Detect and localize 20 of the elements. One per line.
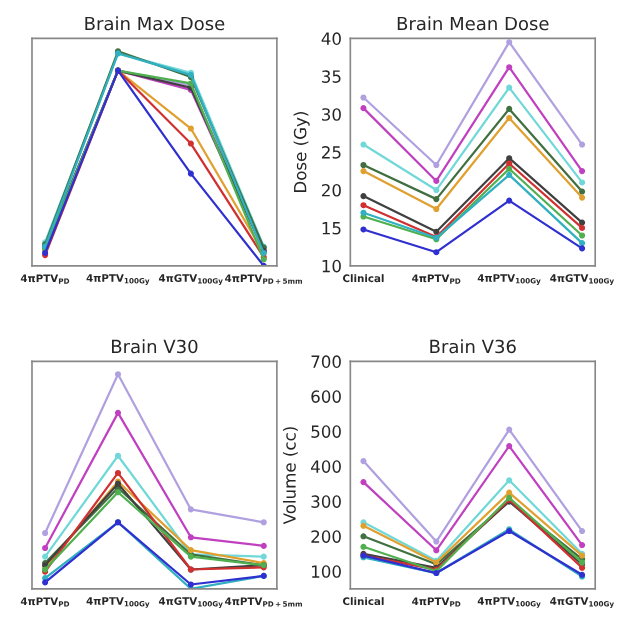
y-axis-title: Dose (Gy) (293, 112, 310, 193)
y-tick-label: 35 (322, 70, 341, 83)
chart-title: Brain V30 (112, 339, 198, 354)
y-tick-label: 20 (322, 183, 341, 197)
chart-title: Brain Mean Dose (397, 16, 549, 31)
y-tick-label: 100 (312, 565, 341, 578)
chart-title: Brain Max Dose (85, 16, 225, 31)
y-tick-label: 15 (322, 222, 341, 235)
y-tick-label: 10 (322, 259, 341, 273)
y-tick-label: 600 (311, 390, 341, 403)
y-tick-label: 400 (311, 460, 341, 473)
y-tick-label: 200 (311, 530, 341, 543)
y-tick-label: 300 (311, 495, 341, 508)
y-axis-title: Volume (cc) (282, 427, 298, 525)
y-tick-label: 25 (322, 146, 341, 159)
y-tick-label: 40 (321, 32, 341, 45)
chart-title: Brain V36 (430, 339, 516, 354)
y-tick-label: 700 (311, 355, 341, 368)
y-tick-label: 500 (311, 425, 341, 438)
y-tick-label: 30 (322, 108, 341, 121)
